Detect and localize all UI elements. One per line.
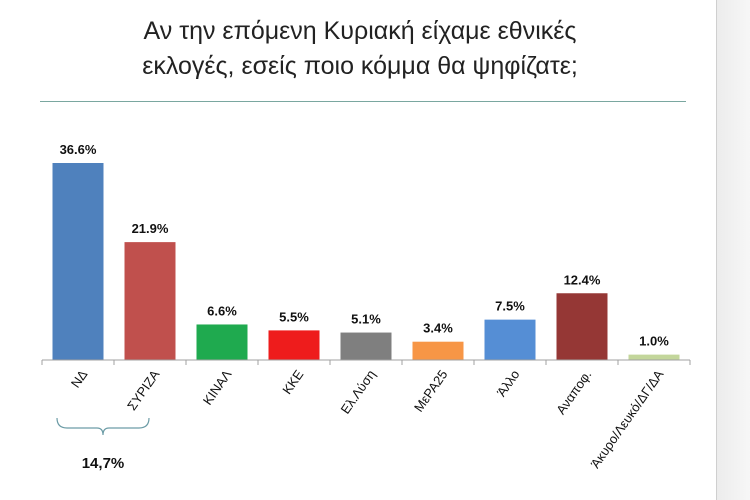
- value-label-6: 3.4%: [423, 321, 453, 336]
- bar-6: [412, 341, 464, 360]
- window-edge: [716, 0, 750, 500]
- title-divider: [40, 101, 686, 102]
- bar-3: [196, 324, 248, 360]
- value-label-7: 7.5%: [495, 299, 525, 314]
- group-annotation-label: 14,7%: [81, 455, 125, 472]
- category-labels: ΝΔ ΣΥΡΙΖΑ ΚΙΝΑΛ ΚΚΕ Ελ.Λύση ΜεΡΑ25 Άλλο Αναποφ.…: [68, 367, 667, 471]
- category-label-1: ΝΔ: [68, 367, 91, 391]
- value-labels: 36.6% 21.9% 6.6% 5.5% 5.1% 3.4% 7.5% 12.4% 1.0%: [60, 142, 670, 349]
- category-label-4: ΚΚΕ: [279, 367, 306, 397]
- x-ticks: [41, 360, 691, 365]
- bar-4: [268, 330, 320, 360]
- group-brace: [56, 417, 150, 436]
- value-label-5: 5.1%: [351, 312, 381, 327]
- bar-9: [628, 354, 680, 360]
- bar-5: [340, 332, 392, 360]
- category-label-3: ΚΙΝΑΛ: [200, 367, 235, 408]
- value-label-9: 1.0%: [639, 334, 669, 349]
- bars-group: [52, 163, 680, 360]
- category-label-2: ΣΥΡΙΖΑ: [124, 367, 163, 413]
- category-label-9: Άκυρο/Λευκό/ΔΓ/ΔΑ: [588, 367, 667, 471]
- category-label-6: ΜεΡΑ25: [411, 367, 451, 414]
- category-label-7: Άλλο: [494, 367, 523, 399]
- chart-title-line-2: εκλογές, εσείς ποιο κόμμα θα ψηφίζατε;: [142, 52, 578, 80]
- value-label-2: 21.9%: [132, 221, 169, 236]
- value-label-4: 5.5%: [279, 309, 309, 324]
- bar-7: [484, 319, 536, 360]
- value-label-8: 12.4%: [564, 272, 601, 287]
- chart-title: Αν την επόμενη Κυριακή είχαμε εθνικές εκ…: [0, 14, 720, 84]
- value-label-3: 6.6%: [207, 303, 237, 318]
- category-label-5: Ελ.Λύση: [338, 367, 379, 416]
- bar-1: [52, 163, 104, 360]
- category-label-8: Αναποφ.: [553, 367, 594, 417]
- bar-8: [556, 293, 608, 360]
- bar-2: [124, 242, 176, 360]
- chart-title-line-1: Αν την επόμενη Κυριακή είχαμε εθνικές: [143, 17, 577, 45]
- value-label-1: 36.6%: [60, 142, 97, 157]
